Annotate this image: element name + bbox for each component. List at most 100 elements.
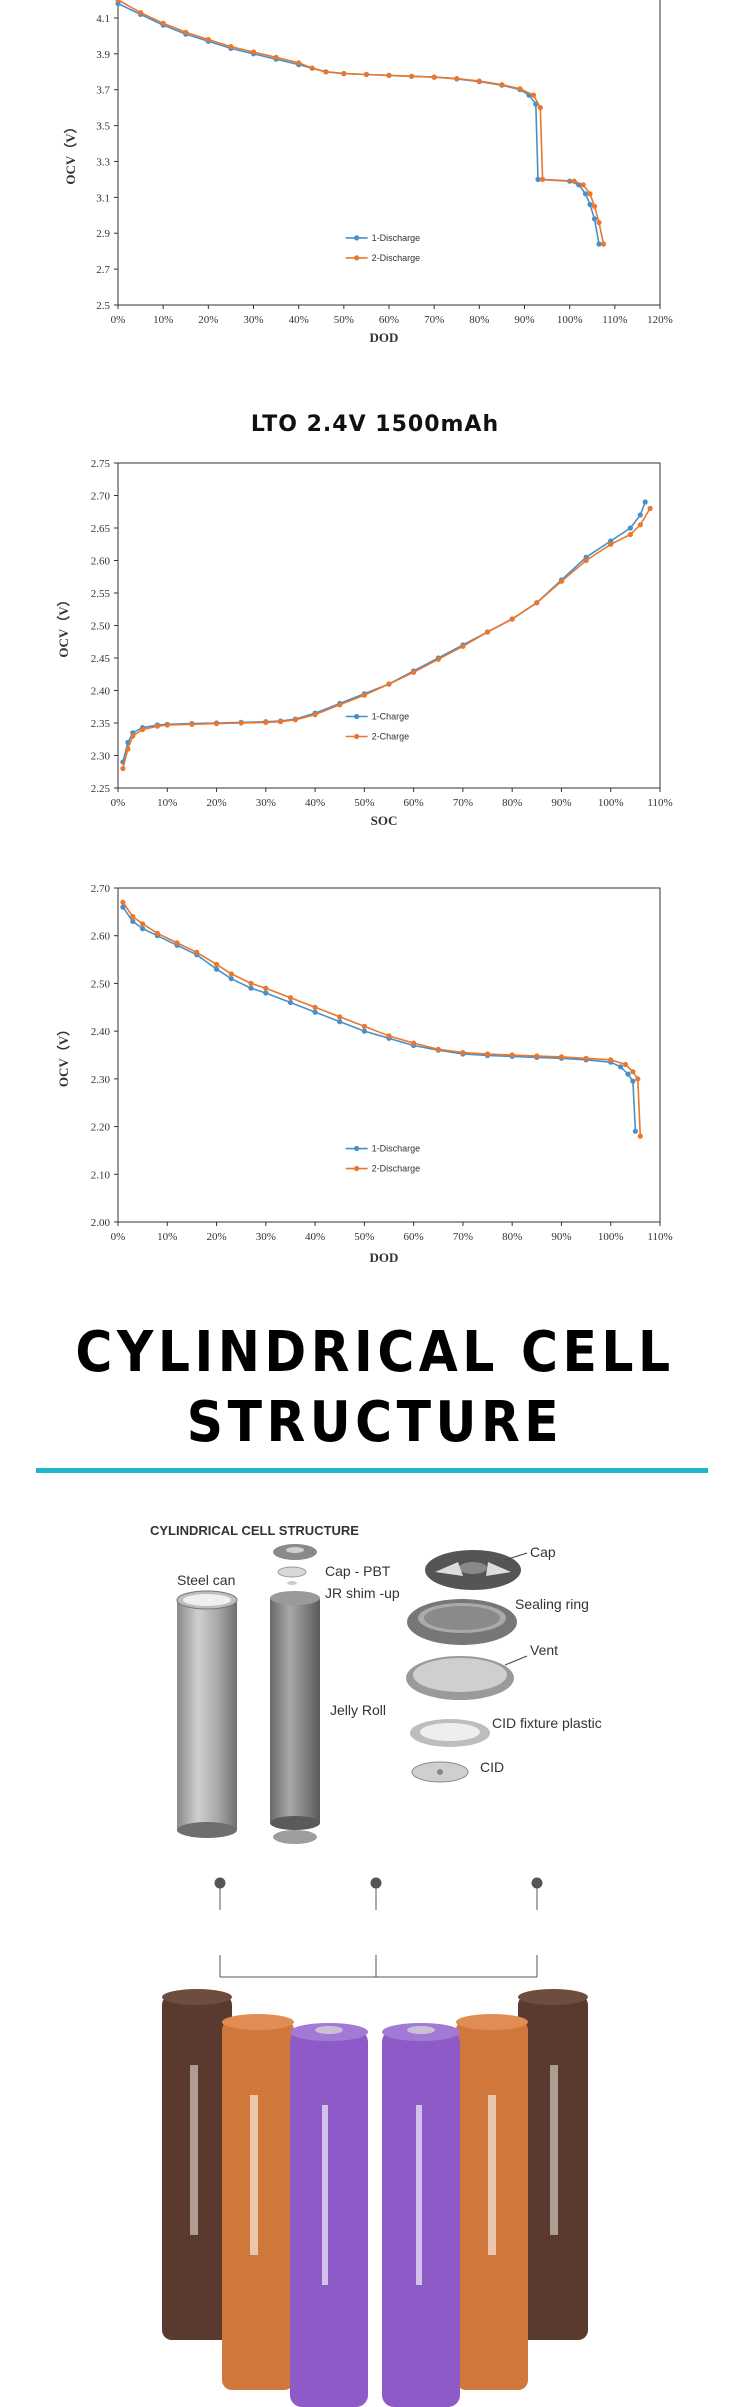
series-point-1 bbox=[627, 525, 634, 531]
series-point-2 bbox=[189, 721, 195, 727]
series-point-1 bbox=[587, 201, 593, 208]
series-line-1 bbox=[122, 906, 637, 1132]
series-point-2 bbox=[596, 219, 602, 226]
series-point-2 bbox=[194, 949, 200, 955]
y-tick-label: 3.1 bbox=[96, 192, 110, 204]
series-line-2 bbox=[117, 0, 605, 245]
series-line-2 bbox=[122, 901, 642, 1137]
series-point-2 bbox=[323, 69, 329, 75]
series-point-2 bbox=[431, 74, 437, 80]
series-point-1 bbox=[535, 176, 541, 182]
series-point-2 bbox=[484, 629, 491, 635]
cell-purple-left bbox=[290, 2023, 368, 2407]
series-point-1 bbox=[213, 966, 220, 972]
series-point-2 bbox=[312, 1004, 318, 1010]
series-point-2 bbox=[363, 71, 369, 78]
series-point-2 bbox=[174, 940, 180, 946]
x-tick-label: 110% bbox=[602, 314, 627, 326]
series-point-2 bbox=[509, 1052, 515, 1058]
series-line-2 bbox=[122, 508, 651, 769]
diagram-heading: CYLINDRICAL CELL STRUCTURE bbox=[150, 1523, 359, 1538]
x-tick-label: 80% bbox=[502, 1231, 522, 1243]
chart-charge-lto: 2.25 2.30 2.35 2.40 2.45 2.50 2.55 2.60 2.65 2.70… bbox=[56, 458, 673, 828]
label-cid: CID bbox=[480, 1759, 504, 1775]
x-tick-label: 30% bbox=[256, 797, 276, 809]
x-tick-label: 90% bbox=[551, 1231, 571, 1243]
series-point-2 bbox=[238, 720, 244, 726]
battery-cells-photo bbox=[162, 1955, 588, 2407]
x-tick-label: 0% bbox=[111, 314, 126, 326]
series-point-1 bbox=[140, 926, 146, 932]
x-tick-label: 90% bbox=[514, 314, 534, 326]
y-tick-label: 2.35 bbox=[91, 718, 111, 730]
series-point-2 bbox=[164, 722, 170, 728]
y-tick-label: 2.50 bbox=[91, 978, 111, 990]
series-point-2 bbox=[509, 616, 515, 622]
y-tick-label: 2.40 bbox=[91, 686, 111, 698]
y-tick-label: 2.75 bbox=[91, 458, 111, 470]
series-point-2 bbox=[309, 65, 315, 71]
series-point-2 bbox=[183, 29, 189, 35]
series-point-2 bbox=[583, 1055, 589, 1061]
series-line-1 bbox=[117, 2, 600, 245]
series-point-2 bbox=[228, 44, 234, 50]
x-tick-label: 100% bbox=[598, 1231, 624, 1243]
y-tick-label: 2.7 bbox=[96, 264, 110, 276]
series-point-2 bbox=[337, 702, 343, 708]
steel-can bbox=[176, 1590, 238, 1838]
series-point-2 bbox=[558, 578, 565, 584]
cell-purple-right bbox=[382, 2023, 460, 2407]
series-point-1 bbox=[591, 216, 598, 222]
x-tick-label: 20% bbox=[206, 1231, 226, 1243]
series-point-1 bbox=[228, 976, 234, 982]
series-point-2 bbox=[120, 765, 126, 772]
x-tick-label: 110% bbox=[647, 1231, 672, 1243]
y-tick-label: 2.10 bbox=[91, 1169, 111, 1181]
chart-discharge-lto: 2.00 2.10 2.20 2.30 2.40 2.50 2.60 2.70 0% 10% 20%… bbox=[56, 883, 673, 1265]
series-point-2 bbox=[386, 1033, 392, 1039]
y-tick-label: 2.50 bbox=[91, 621, 111, 633]
series-point-2 bbox=[411, 1040, 417, 1046]
x-tick-label: 100% bbox=[557, 314, 583, 326]
series-point-2 bbox=[120, 899, 126, 905]
series-point-2 bbox=[454, 76, 460, 82]
connector-bracket bbox=[219, 1955, 538, 1978]
legend-label: 2-Discharge bbox=[372, 1164, 421, 1174]
legend-marker bbox=[354, 733, 360, 740]
series-point-2 bbox=[248, 980, 254, 986]
series-point-2 bbox=[587, 191, 593, 197]
x-tick-label: 60% bbox=[379, 314, 399, 326]
series-point-2 bbox=[476, 78, 482, 84]
label-cid-fixture: CID fixture plastic bbox=[492, 1715, 602, 1731]
y-tick-label: 4.1 bbox=[96, 13, 110, 25]
legend-label: 1-Discharge bbox=[372, 1144, 421, 1154]
y-tick-label: 2.70 bbox=[91, 883, 111, 895]
label-cap-pbt: Cap - PBT bbox=[325, 1563, 391, 1579]
label-steel-can: Steel can bbox=[177, 1572, 235, 1588]
series-point-1 bbox=[625, 1071, 631, 1077]
cid-part bbox=[411, 1761, 469, 1783]
series-point-2 bbox=[571, 178, 577, 184]
y-axis-label: OCV（V） bbox=[63, 120, 78, 184]
series-point-2 bbox=[130, 914, 136, 920]
legend-label: 1-Discharge bbox=[372, 233, 421, 243]
series-point-2 bbox=[263, 985, 269, 991]
vent-part bbox=[406, 1656, 514, 1700]
x-tick-label: 40% bbox=[305, 1231, 325, 1243]
series-point-2 bbox=[386, 681, 392, 687]
legend-marker bbox=[354, 255, 360, 261]
x-tick-label: 0% bbox=[111, 1231, 126, 1243]
x-tick-label: 10% bbox=[157, 797, 177, 809]
x-tick-label: 50% bbox=[354, 1231, 374, 1243]
series-point-2 bbox=[600, 241, 607, 247]
series-point-2 bbox=[213, 721, 220, 727]
y-tick-label: 2.5 bbox=[96, 300, 110, 312]
series-point-2 bbox=[637, 522, 643, 528]
x-tick-label: 120% bbox=[647, 314, 673, 326]
x-axis-label: DOD bbox=[370, 330, 399, 345]
series-point-2 bbox=[460, 1050, 466, 1056]
series-point-2 bbox=[361, 692, 367, 698]
x-tick-label: 100% bbox=[598, 797, 624, 809]
series-point-2 bbox=[558, 1054, 565, 1060]
series-point-1 bbox=[337, 1019, 343, 1025]
